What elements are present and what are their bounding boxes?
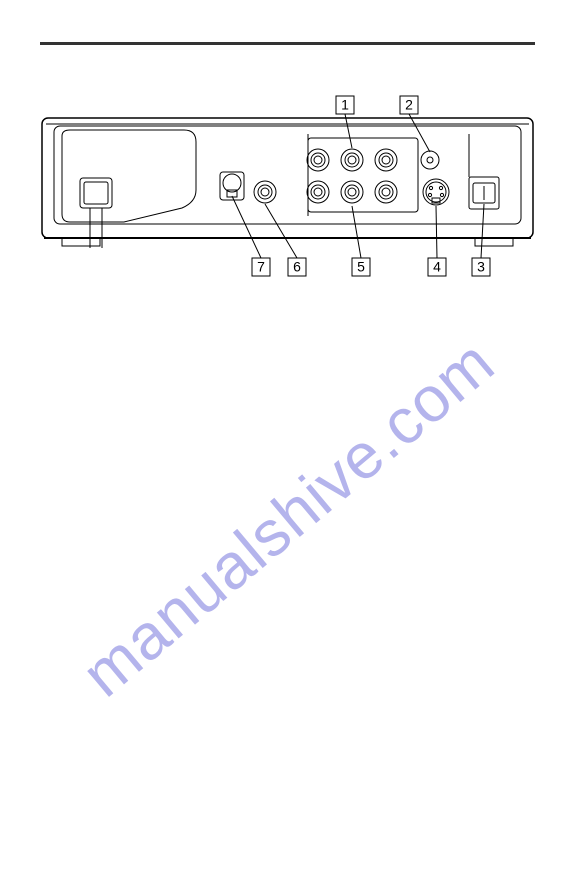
svg-text:5: 5 bbox=[357, 259, 365, 275]
svg-text:7: 7 bbox=[257, 259, 265, 275]
watermark-text: manualshive.com bbox=[67, 325, 508, 711]
svg-text:4: 4 bbox=[433, 259, 441, 275]
svg-text:2: 2 bbox=[405, 97, 413, 113]
diagram-svg: 1 2 3 4 5 6 7 bbox=[40, 88, 535, 278]
svg-text:3: 3 bbox=[477, 259, 485, 275]
top-rule bbox=[40, 42, 535, 45]
svg-text:1: 1 bbox=[341, 97, 349, 113]
svg-text:6: 6 bbox=[293, 259, 301, 275]
rear-panel-diagram: 1 2 3 4 5 6 7 bbox=[40, 88, 535, 278]
